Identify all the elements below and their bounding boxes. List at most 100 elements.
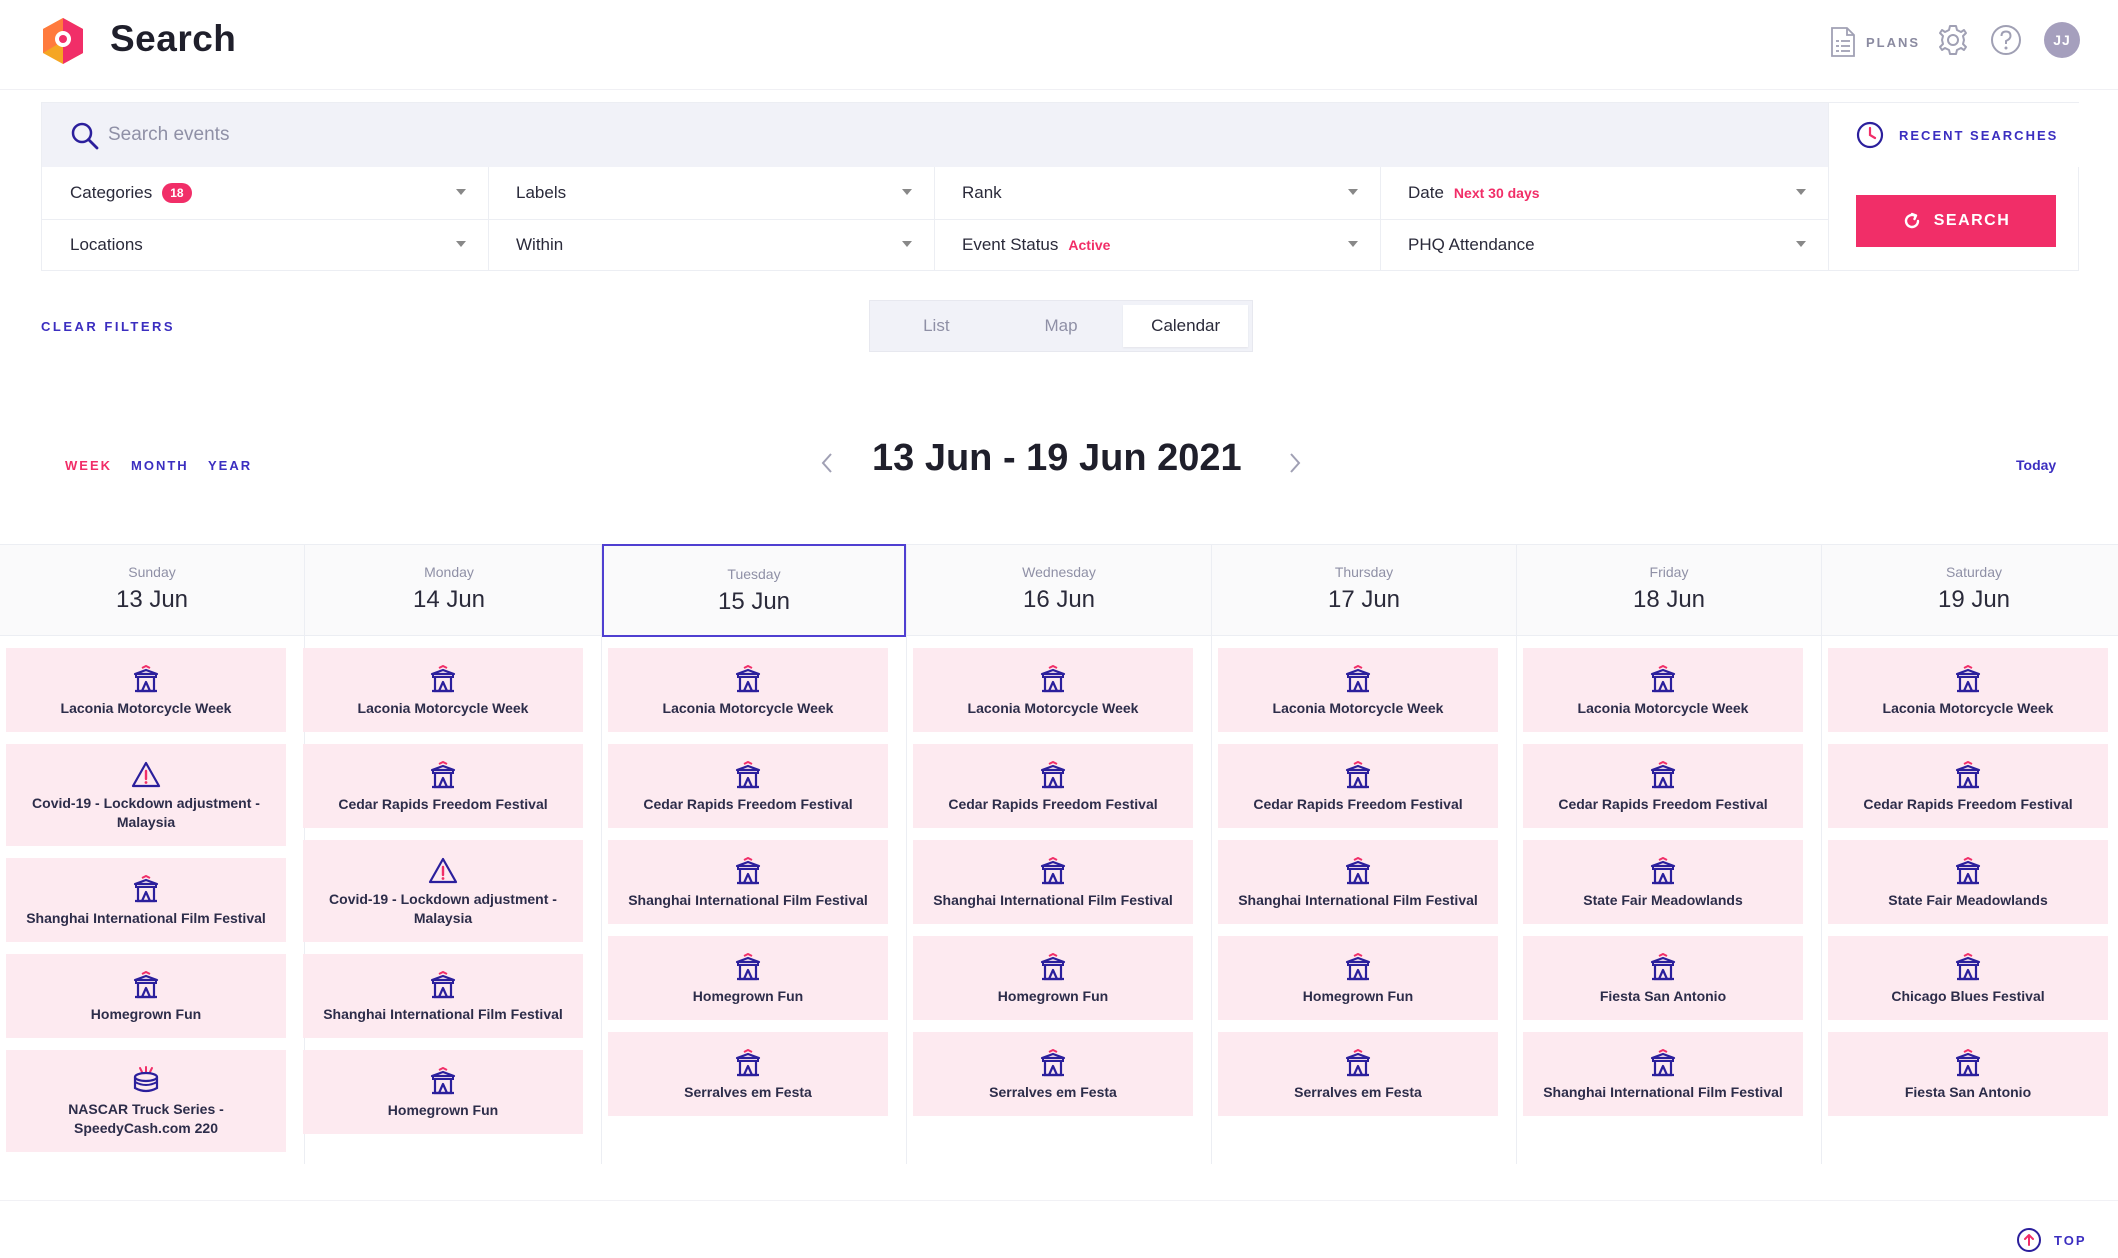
event-list: Laconia Motorcycle Week Covid-19 - Lockdo… — [6, 648, 286, 1164]
chevron-right-icon[interactable] — [1282, 448, 1308, 478]
column-divider — [1211, 544, 1212, 1164]
event-list: Laconia Motorcycle Week Cedar Rapids Free… — [1218, 648, 1498, 1128]
event-card[interactable]: State Fair Meadowlands — [1828, 840, 2108, 924]
gear-icon[interactable] — [1935, 22, 1971, 58]
day-header[interactable]: Friday 18 Jun — [1517, 544, 1821, 636]
plans-link[interactable]: PLANS — [1830, 26, 1920, 58]
event-card[interactable]: Laconia Motorcycle Week — [1523, 648, 1803, 732]
mode-year[interactable]: YEAR — [208, 458, 253, 473]
event-card[interactable]: Covid-19 - Lockdown adjustment - Malaysi… — [303, 840, 583, 942]
event-title: Shanghai International Film Festival — [1543, 1083, 1783, 1100]
search-input[interactable] — [108, 103, 1708, 167]
event-title: Homegrown Fun — [387, 1101, 499, 1118]
tab-map[interactable]: Map — [1044, 316, 1078, 335]
day-date: 15 Jun — [717, 588, 791, 615]
day-name: Wednesday — [1022, 564, 1096, 580]
event-card[interactable]: Cedar Rapids Freedom Festival — [1218, 744, 1498, 828]
festival-icon — [1343, 760, 1373, 791]
festival-icon — [131, 664, 161, 695]
event-card[interactable]: Shanghai International Film Festival — [1218, 840, 1498, 924]
event-card[interactable]: Covid-19 - Lockdown adjustment - Malaysi… — [6, 744, 286, 846]
event-title: Homegrown Fun — [692, 987, 804, 1004]
today-link[interactable]: Today — [2016, 457, 2057, 473]
within-filter[interactable]: Within — [516, 219, 934, 271]
event-card[interactable]: Cedar Rapids Freedom Festival — [1523, 744, 1803, 828]
event-card[interactable]: Shanghai International Film Festival — [913, 840, 1193, 924]
footer — [0, 1200, 2118, 1258]
event-card[interactable]: Cedar Rapids Freedom Festival — [608, 744, 888, 828]
avatar[interactable]: JJ — [2044, 22, 2080, 58]
tab-list[interactable]: List — [923, 316, 950, 335]
day-header[interactable]: Sunday 13 Jun — [0, 544, 304, 636]
event-card[interactable]: Homegrown Fun — [608, 936, 888, 1020]
rank-label: Rank — [962, 183, 1002, 202]
event-card[interactable]: Laconia Motorcycle Week — [303, 648, 583, 732]
clear-filters-link[interactable]: CLEAR FILTERS — [41, 319, 176, 334]
festival-icon — [1953, 1048, 1983, 1079]
event-card[interactable]: Shanghai International Film Festival — [608, 840, 888, 924]
event-card[interactable]: Homegrown Fun — [913, 936, 1193, 1020]
chevron-down-icon — [902, 189, 912, 195]
event-card[interactable]: Fiesta San Antonio — [1828, 1032, 2108, 1116]
festival-icon — [1038, 664, 1068, 695]
locations-label: Locations — [70, 235, 143, 254]
event-status-label: Event Status — [962, 235, 1059, 254]
app-logo-icon[interactable] — [40, 16, 86, 66]
event-title: Cedar Rapids Freedom Festival — [643, 795, 853, 812]
event-card[interactable]: Cedar Rapids Freedom Festival — [303, 744, 583, 828]
labels-filter[interactable]: Labels — [516, 167, 934, 219]
help-icon[interactable] — [1988, 22, 2024, 58]
day-header[interactable]: Monday 14 Jun — [297, 544, 601, 636]
event-card[interactable]: Laconia Motorcycle Week — [1218, 648, 1498, 732]
event-list: Laconia Motorcycle Week Cedar Rapids Free… — [303, 648, 583, 1146]
event-card[interactable]: Laconia Motorcycle Week — [6, 648, 286, 732]
chevron-left-icon[interactable] — [814, 448, 840, 478]
recent-searches-button[interactable]: RECENT SEARCHES — [1828, 103, 2080, 167]
chevron-down-icon — [1796, 189, 1806, 195]
event-status-filter[interactable]: Event Status Active — [962, 219, 1380, 271]
festival-icon — [1648, 760, 1678, 791]
attendance-filter[interactable]: PHQ Attendance — [1408, 219, 1828, 271]
event-card[interactable]: Homegrown Fun — [1218, 936, 1498, 1020]
event-card[interactable]: Serralves em Festa — [1218, 1032, 1498, 1116]
event-card[interactable]: Shanghai International Film Festival — [303, 954, 583, 1038]
event-card[interactable]: Laconia Motorcycle Week — [608, 648, 888, 732]
day-date: 14 Jun — [412, 586, 486, 613]
back-to-top-link[interactable]: TOP — [2016, 1227, 2087, 1253]
event-card[interactable]: Laconia Motorcycle Week — [913, 648, 1193, 732]
locations-filter[interactable]: Locations — [70, 219, 488, 271]
panel-divider — [1828, 167, 1829, 271]
day-header[interactable]: Wednesday 16 Jun — [907, 544, 1211, 636]
day-column-monday: Monday 14 Jun Laconia Motorcycle Week Cedar… — [297, 544, 602, 1164]
event-card[interactable]: Shanghai International Film Festival — [1523, 1032, 1803, 1116]
view-toggle: List Map Calendar — [869, 300, 1253, 352]
event-card[interactable]: State Fair Meadowlands — [1523, 840, 1803, 924]
event-card[interactable]: Fiesta San Antonio — [1523, 936, 1803, 1020]
date-filter[interactable]: Date Next 30 days — [1408, 167, 1828, 219]
event-card[interactable]: Cedar Rapids Freedom Festival — [1828, 744, 2108, 828]
day-header[interactable]: Thursday 17 Jun — [1212, 544, 1516, 636]
day-header[interactable]: Tuesday 15 Jun — [602, 544, 906, 637]
refresh-icon — [1904, 212, 1919, 229]
event-card[interactable]: Shanghai International Film Festival — [6, 858, 286, 942]
categories-filter[interactable]: Categories 18 — [70, 167, 488, 219]
event-card[interactable]: Serralves em Festa — [913, 1032, 1193, 1116]
rank-filter[interactable]: Rank — [962, 167, 1380, 219]
event-card[interactable]: Cedar Rapids Freedom Festival — [913, 744, 1193, 828]
mode-week[interactable]: WEEK — [65, 458, 112, 473]
mode-month[interactable]: MONTH — [131, 458, 189, 473]
event-card[interactable]: Homegrown Fun — [303, 1050, 583, 1134]
festival-icon — [428, 664, 458, 695]
day-header[interactable]: Saturday 19 Jun — [1822, 544, 2118, 636]
column-divider — [1516, 544, 1517, 1164]
search-bar — [42, 103, 1828, 167]
event-card[interactable]: NASCAR Truck Series - SpeedyCash.com 220 — [6, 1050, 286, 1152]
festival-icon — [1038, 1048, 1068, 1079]
event-card[interactable]: Homegrown Fun — [6, 954, 286, 1038]
within-label: Within — [516, 235, 564, 254]
search-button[interactable]: SEARCH — [1856, 195, 2056, 247]
event-card[interactable]: Chicago Blues Festival — [1828, 936, 2108, 1020]
event-card[interactable]: Laconia Motorcycle Week — [1828, 648, 2108, 732]
tab-calendar[interactable]: Calendar — [1123, 305, 1249, 347]
event-card[interactable]: Serralves em Festa — [608, 1032, 888, 1116]
